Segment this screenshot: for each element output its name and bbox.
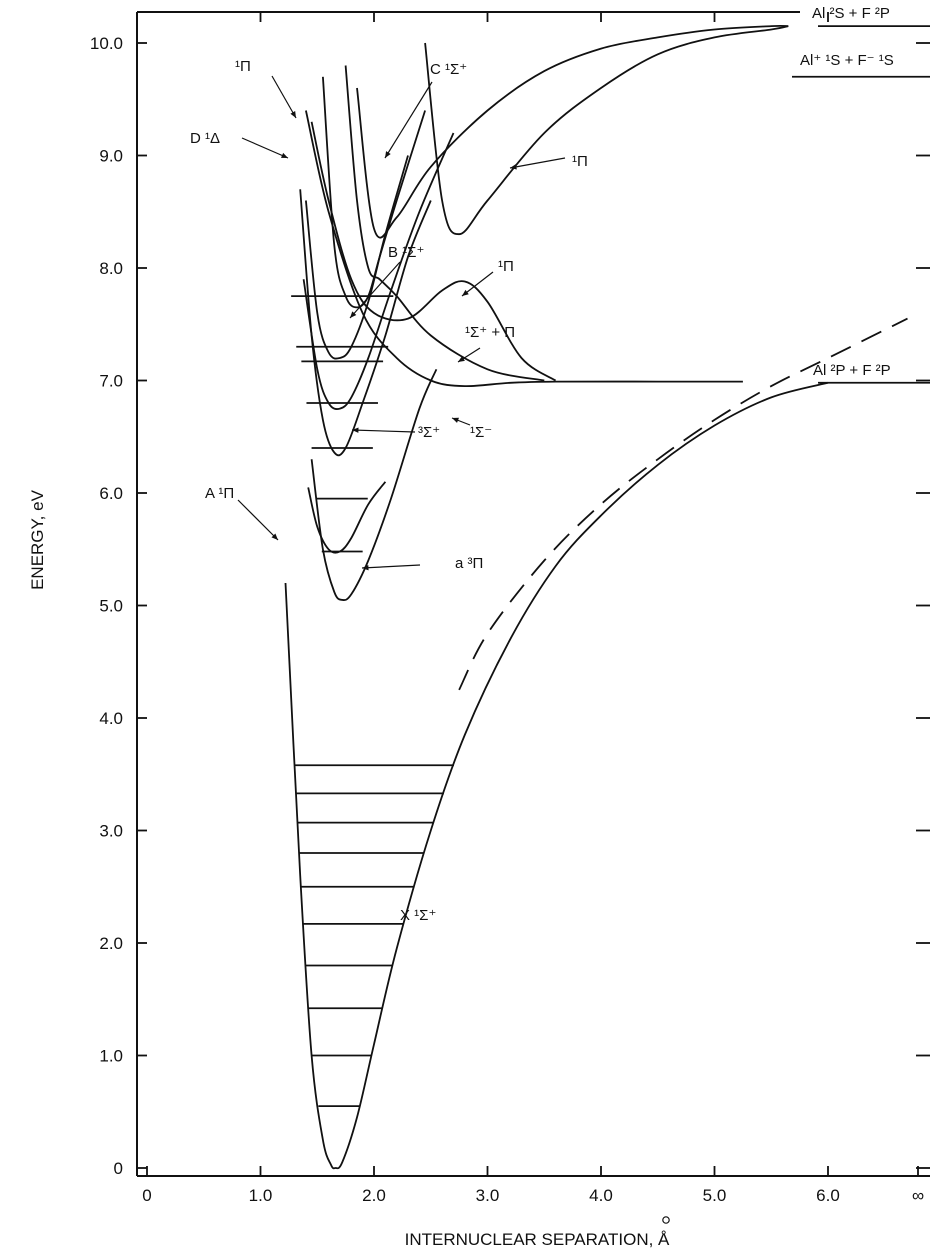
curve-label: B ¹Σ⁺	[388, 244, 424, 261]
y-tick-label: 0	[114, 1159, 123, 1178]
x-axis-title: INTERNUCLEAR SEPARATION, Å	[405, 1230, 670, 1249]
curve-10	[310, 121, 557, 382]
curve-11	[356, 24, 789, 239]
annotations: X ¹Σ⁺ a ³Π A ¹Π ³Σ⁺ ¹Σ⁻ ¹Σ⁺ + Π B ¹Σ⁺ ¹Π ¹Π C ¹Σ⁺…	[190, 58, 588, 924]
x-tick-label: 6.0	[816, 1186, 840, 1205]
arrow-head	[452, 417, 459, 423]
leader-line	[351, 429, 416, 433]
asymptote-label: Al ²S + F ²P	[812, 5, 890, 22]
curve-label: D ¹Δ	[190, 130, 220, 147]
curve-2	[310, 368, 438, 602]
curve-12	[424, 25, 789, 236]
x-tick-label: 2.0	[362, 1186, 386, 1205]
angstrom-ring	[662, 1216, 670, 1224]
x-tick-label: 4.0	[589, 1186, 613, 1205]
curve-label: X ¹Σ⁺	[400, 907, 436, 924]
asymptote-label: Al ²P + F ²P	[813, 362, 891, 379]
leader-line	[349, 261, 401, 319]
axes: 0 1.0 2.0 3.0 4.0 5.0 6.0 7.0 8.0 9.0 10.0 0 1.0 2.0 3…	[90, 11, 930, 1224]
x-tick-label: 1.0	[249, 1186, 273, 1205]
curve-label: ¹Π	[235, 58, 251, 75]
arrow-head	[271, 533, 278, 540]
curve-7	[322, 76, 426, 309]
y-tick-label: 5.0	[99, 597, 123, 616]
arrow-head	[385, 151, 391, 158]
y-axis-title: ENERGY, eV	[28, 489, 47, 590]
x-tick-label: 0	[142, 1186, 151, 1205]
leader-line	[237, 499, 279, 541]
curve-8	[305, 110, 743, 388]
leader-line	[361, 564, 421, 569]
arrow-head	[458, 356, 465, 362]
curve-0	[284, 381, 829, 1170]
y-tick-label: 4.0	[99, 709, 123, 728]
leader-line	[509, 157, 566, 169]
x-tick-label: 5.0	[703, 1186, 727, 1205]
arrow-head	[290, 111, 296, 118]
y-tick-label: 8.0	[99, 259, 123, 278]
x-tick-label: ∞	[912, 1186, 924, 1205]
arrow-head	[350, 311, 357, 318]
y-tick-label: 2.0	[99, 934, 123, 953]
y-tick-label: 3.0	[99, 822, 123, 841]
asymptote-label: Al⁺ ¹S + F⁻ ¹S	[800, 52, 894, 69]
x-tick-label: 3.0	[476, 1186, 500, 1205]
curve-label: ¹Π	[498, 258, 514, 275]
curve-label: ¹Π	[572, 153, 588, 170]
y-tick-label: 6.0	[99, 484, 123, 503]
curve-label: ¹Σ⁻	[470, 424, 492, 441]
curve-label: a ³Π	[455, 555, 483, 572]
asymptotes: Al ²S + F ²P Al⁺ ¹S + F⁻ ¹S Al ²P + F ²P	[792, 5, 930, 384]
vibrational-levels	[291, 295, 454, 1108]
arrow-head	[462, 289, 469, 296]
curve-3	[307, 481, 387, 554]
curve-4	[299, 189, 432, 457]
y-tick-label: 1.0	[99, 1047, 123, 1066]
y-tick-label: 10.0	[90, 34, 123, 53]
curve-5	[302, 132, 455, 410]
leader-line	[241, 137, 289, 159]
curve-label: C ¹Σ⁺	[430, 61, 467, 78]
curves	[284, 24, 908, 1170]
y-tick-label: 7.0	[99, 372, 123, 391]
arrow-head	[510, 164, 517, 170]
arrow-head	[281, 152, 288, 158]
curve-label: ³Σ⁺	[418, 424, 440, 441]
curve-1	[458, 317, 908, 691]
arrow-head	[352, 427, 359, 433]
arrow-head	[362, 564, 369, 571]
leader-line	[271, 75, 297, 119]
curve-label: ¹Σ⁺ + Π	[465, 324, 515, 341]
leader-line	[461, 271, 494, 297]
y-tick-label: 9.0	[99, 147, 123, 166]
leader-line	[384, 81, 433, 159]
curve-label: A ¹Π	[205, 485, 234, 502]
curve-9	[344, 65, 545, 382]
